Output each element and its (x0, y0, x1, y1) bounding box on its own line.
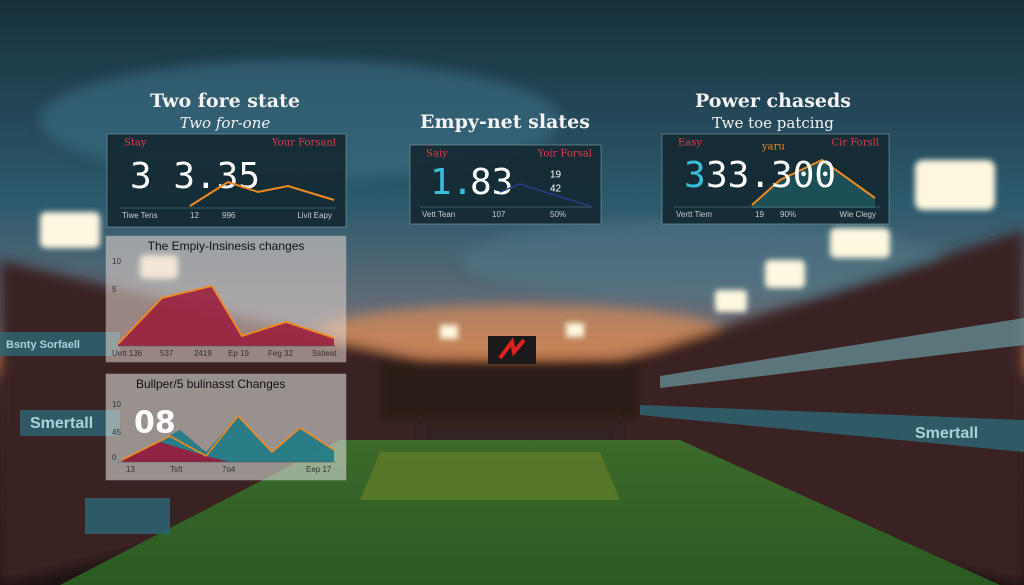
y-tick-label: 10 (112, 257, 121, 266)
card-value: 3 3.35 (130, 156, 260, 197)
card-footer: 107 (492, 210, 506, 219)
card-footer: 996 (222, 211, 236, 220)
panel-title: The Empiy-Insinesis changes (148, 239, 305, 253)
y-tick-label: 0 (112, 453, 117, 462)
subheading: Twe toe patcing (712, 114, 834, 132)
card-value: 33.300 (706, 155, 836, 196)
card-footer: Vett Tean (422, 210, 455, 219)
headings: Two fore state Two for-one Empy-net slat… (150, 90, 851, 133)
heading: Two fore state (150, 90, 300, 112)
card-footer: Livit Eapy (297, 211, 332, 220)
sign: Smertall (30, 415, 93, 432)
card-value-accent: 3 (684, 155, 706, 196)
y-tick-label: 45 (112, 428, 121, 437)
heading: Empy-net slates (420, 111, 590, 133)
panel-title: Bullper/5 bulinasst Changes (136, 377, 285, 391)
card-label: Saiy (426, 149, 448, 160)
subheading: Two for-one (180, 114, 271, 132)
card-footer: Tiwe Tens (122, 211, 158, 220)
x-tick-label: 7o4 (222, 465, 236, 474)
card-value: 83 (470, 162, 513, 203)
card-footer: 12 (190, 211, 199, 220)
card-label: Cir Forsll (831, 138, 879, 149)
card-value-accent: 1. (430, 162, 473, 203)
card-footer: Vertt Tiem (676, 210, 712, 219)
y-tick-label: 5 (112, 285, 117, 294)
card-label: Stay (124, 138, 147, 149)
card: Stay Your Forsanl 3 3.35 Tiwe Tens 12 99… (106, 133, 347, 228)
card-footer: 50% (550, 210, 566, 219)
card-label: yaru (761, 142, 785, 153)
y-tick-label: 10 (112, 400, 121, 409)
card-side: 42 (550, 184, 562, 195)
card-label: Easy (678, 138, 702, 149)
x-tick-label: Feg 32 (268, 349, 293, 358)
sign: Smertall (915, 425, 978, 442)
card: Saiy Yoir Forsal 1. 83 19 42 Vett Tean 1… (409, 144, 602, 225)
card-footer: 90% (780, 210, 796, 219)
x-tick-label: 13 (126, 465, 135, 474)
heading: Power chaseds (695, 90, 851, 112)
x-tick-label: 2419 (194, 349, 212, 358)
panel-value: 08 (134, 406, 176, 441)
chart-panel: Bullper/5 bulinasst Changes 10 45 0 08 1… (105, 373, 347, 481)
card: Easy yaru Cir Forsll 3 33.300 Vertt Tiem… (661, 133, 890, 225)
card-label: Yoir Forsal (537, 149, 592, 160)
x-tick-label: Tsft (170, 465, 183, 474)
x-tick-label: Uett 136 (112, 349, 143, 358)
x-tick-label: 537 (160, 349, 174, 358)
chart-panel: The Empiy-Insinesis changes 10 5 Uett 13… (105, 235, 347, 363)
x-tick-label: Sstieat (312, 349, 337, 358)
x-tick-label: Ep 19 (228, 349, 249, 358)
card-label: Your Forsanl (271, 138, 336, 149)
stadium-signs: Smertall Smertall Bsnty Sorfaell (6, 339, 978, 442)
x-tick-label: Eep 17 (306, 465, 332, 474)
card-footer: Wie Clegy (840, 210, 876, 219)
card-side: 19 (550, 170, 562, 181)
card-footer: 19 (755, 210, 764, 219)
sign: Bsnty Sorfaell (6, 339, 80, 351)
